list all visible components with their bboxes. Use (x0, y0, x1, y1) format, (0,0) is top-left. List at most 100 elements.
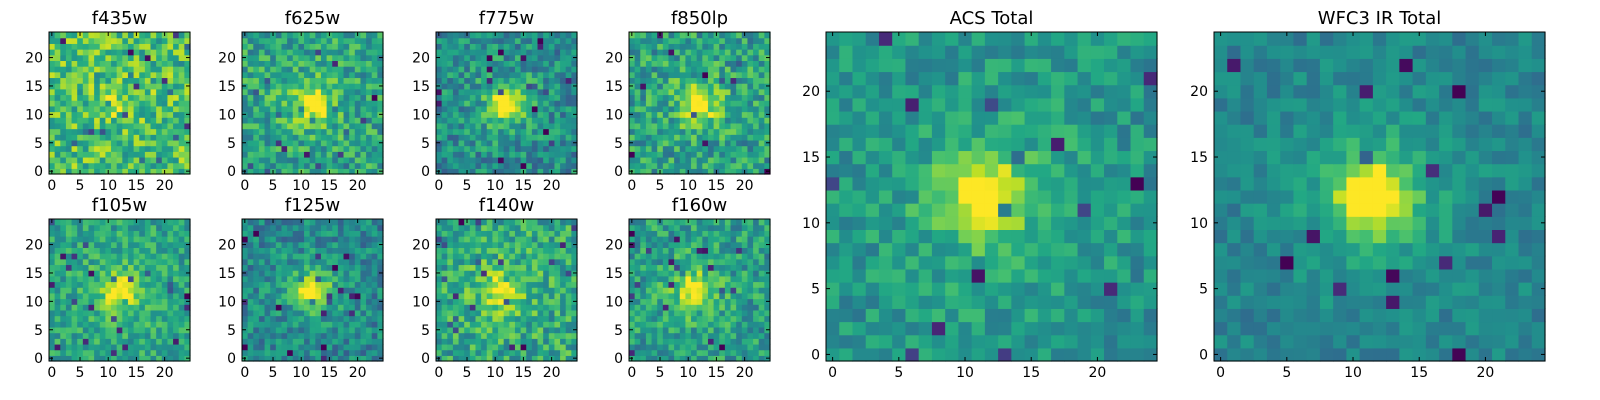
heatmap-cell (360, 281, 367, 288)
heatmap-cell (730, 292, 737, 300)
heatmap-cell (764, 287, 771, 294)
heatmap-cell (520, 349, 527, 356)
heatmap-cell (287, 287, 294, 294)
heatmap-cell (111, 292, 118, 300)
heatmap-cell (674, 94, 681, 101)
heatmap-cell (503, 60, 510, 67)
heatmap-cell (481, 236, 488, 243)
heatmap-cell (560, 315, 567, 322)
heatmap-cell (49, 37, 56, 44)
heatmap-cell (105, 66, 112, 73)
heatmap-cell (640, 88, 647, 96)
heatmap-cell (111, 32, 118, 39)
heatmap-cell (270, 145, 277, 152)
heatmap-cell (116, 338, 123, 345)
heatmap-cell (469, 117, 477, 124)
heatmap-cell (565, 71, 572, 79)
heatmap-cell (662, 145, 670, 152)
heatmap-cell (320, 117, 328, 124)
heatmap-cell (111, 151, 118, 158)
heatmap-cell (337, 83, 345, 90)
heatmap-cell (161, 264, 169, 271)
heatmap-cell (349, 60, 356, 67)
heatmap-cell (543, 281, 550, 288)
heatmap-cell (304, 37, 311, 44)
heatmap-cell (741, 275, 749, 283)
heatmap-cell (326, 287, 333, 294)
heatmap-cell (116, 151, 123, 158)
heatmap-cell (99, 349, 106, 356)
heatmap-cell (436, 156, 443, 164)
heatmap-cell (275, 343, 283, 351)
heatmap-cell (691, 111, 698, 118)
heatmap-cell (758, 292, 765, 300)
heatmap-cell (651, 66, 658, 73)
heatmap-cell (537, 54, 544, 61)
heatmap-cell (662, 343, 670, 351)
heatmap-cell (713, 162, 720, 169)
heatmap-cell (133, 230, 140, 237)
heatmap-cell (332, 83, 339, 90)
heatmap-cell (281, 105, 288, 113)
heatmap-cell (258, 270, 266, 277)
heatmap-cell (360, 355, 367, 362)
heatmap-cell (730, 43, 737, 50)
heatmap-cell (343, 292, 350, 300)
heatmap-cell (60, 287, 67, 294)
heatmap-cell (702, 134, 709, 141)
heatmap-cell (178, 298, 185, 305)
heatmap-cell (475, 247, 482, 254)
heatmap-cell (242, 253, 249, 260)
heatmap-cell (111, 66, 118, 73)
heatmap-cell (753, 117, 760, 124)
heatmap-cell (634, 32, 641, 39)
heatmap-cell (747, 88, 754, 96)
heatmap-cell (167, 281, 174, 288)
heatmap-cell (133, 100, 140, 107)
heatmap-cell (560, 332, 567, 339)
heatmap-cell (481, 270, 488, 277)
heatmap-cell (150, 49, 157, 56)
heatmap-cell (452, 219, 460, 226)
heatmap-cell (49, 287, 56, 294)
heatmap-cell (270, 247, 277, 254)
heatmap-cell (447, 32, 454, 39)
heatmap-cell (719, 122, 726, 130)
heatmap-cell (184, 162, 191, 169)
heatmap-cell (60, 83, 67, 90)
heatmap-cell (82, 298, 90, 305)
heatmap-cell (264, 162, 271, 169)
heatmap-cell (747, 43, 754, 50)
heatmap-cell (173, 275, 180, 283)
heatmap-cell (326, 156, 333, 164)
heatmap-cell (156, 156, 163, 164)
heatmap-cell (82, 77, 90, 84)
heatmap-cell (492, 60, 499, 67)
heatmap-cell (537, 326, 544, 334)
heatmap-cell (685, 60, 692, 67)
heatmap-cell (447, 281, 454, 288)
heatmap-cell (702, 117, 709, 124)
heatmap-cell (133, 304, 140, 311)
heatmap-cell (696, 105, 703, 113)
heatmap-cell (156, 66, 163, 73)
heatmap-cell (520, 241, 527, 248)
heatmap-cell (747, 139, 754, 147)
heatmap-cell (315, 230, 322, 237)
heatmap-cell (242, 236, 249, 243)
heatmap-cell (498, 230, 505, 237)
heatmap-cell (258, 151, 266, 158)
heatmap-cell (520, 134, 527, 141)
heatmap-cell (441, 111, 448, 118)
heatmap-cell (309, 236, 316, 243)
heatmap-cell (481, 321, 488, 328)
heatmap-cell (304, 105, 311, 113)
heatmap-cell (354, 247, 362, 254)
heatmap-cell (94, 134, 101, 141)
heatmap-cell (543, 105, 550, 113)
heatmap-cell (469, 298, 477, 305)
heatmap-cell (315, 338, 322, 345)
heatmap-cell (645, 349, 653, 356)
x-tick-label: 5 (269, 178, 278, 194)
heatmap-cell (679, 156, 686, 164)
